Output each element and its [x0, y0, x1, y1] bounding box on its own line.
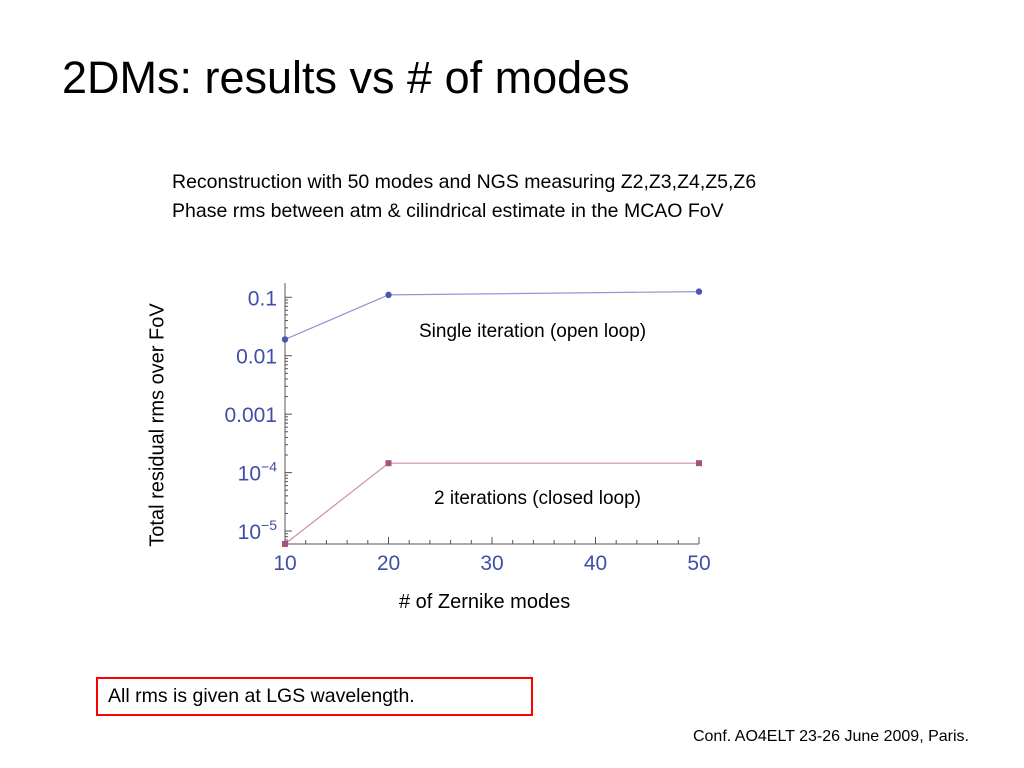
- x-tick-label-10: 10: [273, 552, 296, 575]
- chart-axes: 10 20 30 40 50 0.1 0.01 0.001 10−4 10−5: [224, 283, 711, 575]
- series-1-point-50: [695, 288, 703, 295]
- note-box: All rms is given at LGS wavelength.: [96, 677, 533, 716]
- y-tick-label-4: 10−5: [238, 517, 278, 544]
- chart-description: Reconstruction with 50 modes and NGS mea…: [172, 168, 756, 226]
- series-label-closed-loop: 2 iterations (closed loop): [434, 488, 641, 509]
- series-label-open-loop: Single iteration (open loop): [419, 321, 647, 342]
- x-tick-label-30: 30: [480, 552, 503, 575]
- slide-title: 2DMs: results vs # of modes: [62, 52, 630, 103]
- y-tick-label-1: 0.01: [236, 346, 277, 369]
- x-tick-label-50: 50: [687, 552, 710, 575]
- x-tick-label-40: 40: [584, 552, 607, 575]
- y-tick-label-0: 0.1: [248, 287, 277, 310]
- series-2-point-10: [282, 541, 288, 547]
- series-1-point-10: [281, 336, 289, 343]
- footer-citation: Conf. AO4ELT 23-26 June 2009, Paris.: [692, 728, 969, 745]
- subtitle-line-1: Reconstruction with 50 modes and NGS mea…: [172, 171, 757, 193]
- x-axis-label: # of Zernike modes: [399, 591, 571, 613]
- series-2-point-20: [385, 460, 392, 467]
- y-tick-label-3: 10−4: [238, 459, 278, 486]
- subtitle-line-2: Phase rms between atm & cilindrical esti…: [172, 200, 724, 222]
- x-tick-label-20: 20: [377, 552, 400, 575]
- y-tick-label-2: 0.001: [224, 404, 277, 427]
- series-1-point-20: [385, 291, 392, 299]
- series-2-point-50: [696, 460, 702, 467]
- chart-series: [281, 288, 703, 547]
